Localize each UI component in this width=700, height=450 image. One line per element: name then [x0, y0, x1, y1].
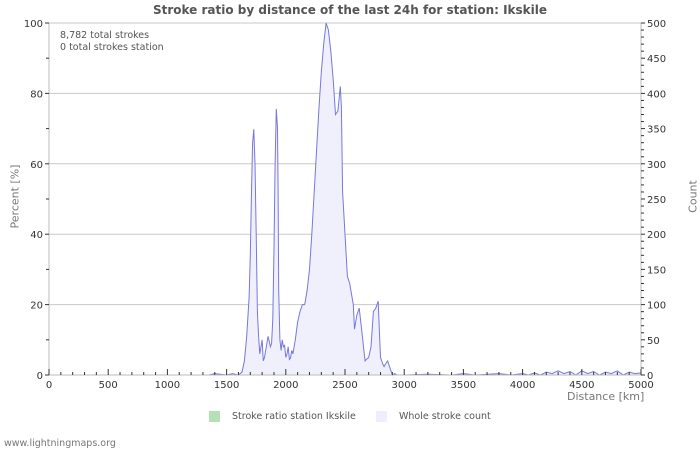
svg-text:400: 400 [647, 89, 666, 100]
svg-text:80: 80 [30, 89, 43, 100]
svg-text:0: 0 [37, 371, 43, 382]
svg-text:0: 0 [46, 380, 52, 391]
svg-text:100: 100 [647, 301, 666, 312]
svg-text:60: 60 [30, 160, 43, 171]
legend-label-whole-count: Whole stroke count [399, 411, 491, 422]
svg-text:40: 40 [30, 230, 43, 241]
svg-text:2500: 2500 [332, 380, 357, 391]
chart-title: Stroke ratio by distance of the last 24h… [152, 3, 548, 17]
axes: 0204060801000501001502002503003504004505… [24, 19, 666, 391]
total-strokes-text: 8,782 total strokes [60, 30, 150, 41]
legend-swatch-stroke-ratio [209, 411, 220, 422]
svg-text:3000: 3000 [391, 380, 416, 391]
svg-text:50: 50 [647, 336, 660, 347]
y-left-axis-label: Percent [%] [8, 164, 22, 229]
svg-text:1000: 1000 [155, 380, 180, 391]
svg-text:500: 500 [647, 19, 666, 30]
whole-stroke-count-line [49, 22, 642, 376]
footer-source-link[interactable]: www.lightningmaps.org [4, 438, 116, 449]
svg-text:300: 300 [647, 160, 666, 171]
svg-text:3500: 3500 [451, 380, 476, 391]
svg-text:20: 20 [30, 301, 43, 312]
svg-text:100: 100 [24, 19, 43, 30]
svg-text:250: 250 [647, 195, 666, 206]
svg-text:4500: 4500 [569, 380, 594, 391]
legend-swatch-whole-count [376, 411, 387, 422]
whole-stroke-count-area [49, 23, 641, 375]
y-right-axis-label: Count [686, 180, 700, 213]
svg-text:500: 500 [99, 380, 118, 391]
svg-text:150: 150 [647, 265, 666, 276]
svg-text:350: 350 [647, 125, 666, 136]
svg-text:4000: 4000 [510, 380, 535, 391]
svg-text:1500: 1500 [214, 380, 239, 391]
legend-item-stroke-ratio: Stroke ratio station Ikskile [209, 411, 356, 422]
svg-text:200: 200 [647, 230, 666, 241]
legend-item-whole-count: Whole stroke count [376, 411, 491, 422]
svg-text:5000: 5000 [628, 380, 653, 391]
svg-text:0: 0 [647, 371, 653, 382]
x-axis-label: Distance [km] [567, 390, 645, 403]
station-strokes-text: 0 total strokes station [60, 42, 164, 53]
svg-text:450: 450 [647, 54, 666, 65]
svg-text:2000: 2000 [273, 380, 298, 391]
legend-label-stroke-ratio: Stroke ratio station Ikskile [232, 411, 356, 422]
